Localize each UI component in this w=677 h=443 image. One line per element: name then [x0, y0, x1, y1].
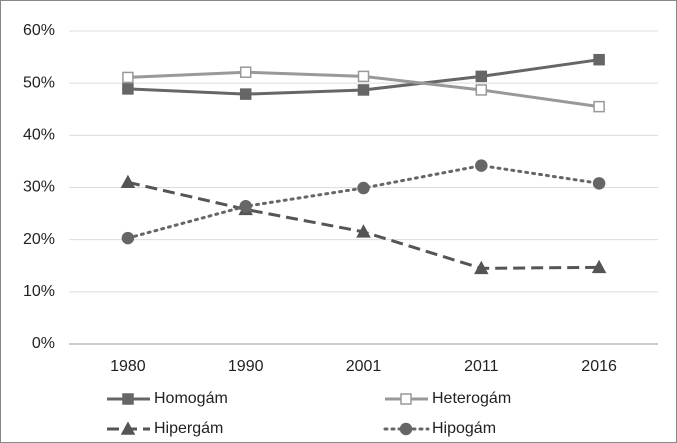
x-tick-label: 2016 [581, 358, 617, 375]
data-point [593, 53, 605, 66]
data-point [357, 181, 370, 195]
legend-label: Hipogám [432, 420, 496, 437]
data-point [357, 70, 370, 83]
legend-marker [120, 421, 136, 435]
legend-label: Heterogám [432, 390, 511, 407]
y-tick-label: 30% [23, 179, 55, 196]
legend-marker [122, 393, 134, 405]
data-point [121, 231, 135, 245]
legend-marker [399, 422, 413, 436]
data-point [591, 259, 607, 274]
x-tick-label: 1980 [110, 358, 146, 375]
y-tick-label: 50% [23, 74, 55, 91]
y-tick-label: 20% [23, 231, 55, 248]
y-tick-label: 60% [23, 22, 55, 39]
data-point [239, 66, 252, 78]
data-point [120, 174, 136, 189]
y-tick-label: 0% [32, 335, 55, 352]
legend-label: Hipergám [154, 420, 223, 437]
data-point [593, 100, 605, 113]
data-point [122, 83, 134, 95]
legend-marker [400, 393, 412, 405]
data-point [239, 200, 252, 213]
x-tick-label: 2001 [346, 358, 382, 375]
legend-label: Homogám [154, 390, 228, 407]
y-tick-label: 10% [23, 283, 55, 300]
data-point [357, 84, 370, 96]
y-tick-label: 40% [23, 127, 55, 144]
data-point [474, 260, 489, 275]
x-tick-label: 2011 [464, 358, 499, 375]
data-point [122, 71, 134, 84]
data-point [475, 70, 488, 83]
data-point [475, 84, 488, 96]
data-point [475, 159, 488, 172]
data-point [356, 224, 371, 238]
data-point [239, 88, 252, 100]
x-tick-label: 1990 [228, 358, 264, 375]
data-point [592, 177, 606, 190]
